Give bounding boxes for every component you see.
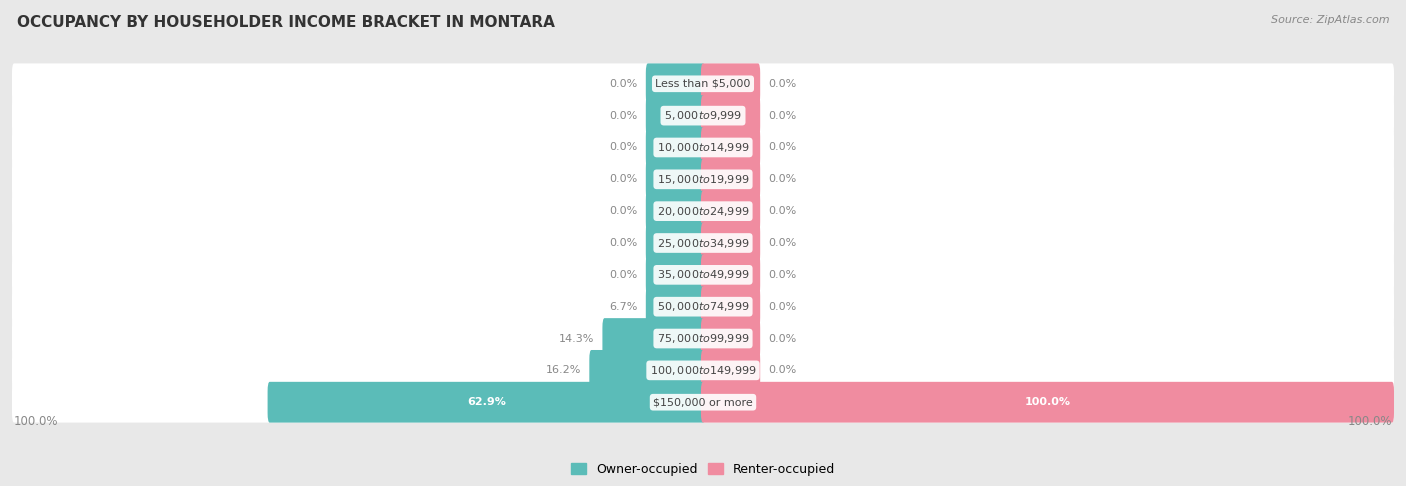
Text: $20,000 to $24,999: $20,000 to $24,999 (657, 205, 749, 218)
Text: 100.0%: 100.0% (1347, 416, 1392, 429)
FancyBboxPatch shape (13, 159, 1393, 200)
Text: 0.0%: 0.0% (769, 142, 797, 153)
Text: $5,000 to $9,999: $5,000 to $9,999 (664, 109, 742, 122)
FancyBboxPatch shape (702, 350, 761, 391)
FancyBboxPatch shape (645, 191, 704, 231)
FancyBboxPatch shape (267, 382, 704, 423)
Text: 0.0%: 0.0% (769, 111, 797, 121)
Text: 0.0%: 0.0% (769, 174, 797, 184)
FancyBboxPatch shape (645, 223, 704, 263)
Text: 100.0%: 100.0% (14, 416, 59, 429)
Text: $10,000 to $14,999: $10,000 to $14,999 (657, 141, 749, 154)
FancyBboxPatch shape (13, 255, 1393, 295)
Text: 14.3%: 14.3% (558, 333, 595, 344)
Text: 0.0%: 0.0% (609, 270, 637, 280)
FancyBboxPatch shape (702, 191, 761, 231)
Text: Source: ZipAtlas.com: Source: ZipAtlas.com (1271, 15, 1389, 25)
Text: 0.0%: 0.0% (609, 206, 637, 216)
FancyBboxPatch shape (645, 255, 704, 295)
Text: 0.0%: 0.0% (769, 333, 797, 344)
Text: $15,000 to $19,999: $15,000 to $19,999 (657, 173, 749, 186)
FancyBboxPatch shape (645, 63, 704, 104)
FancyBboxPatch shape (13, 191, 1393, 231)
FancyBboxPatch shape (13, 127, 1393, 168)
FancyBboxPatch shape (702, 318, 761, 359)
FancyBboxPatch shape (702, 63, 761, 104)
FancyBboxPatch shape (645, 127, 704, 168)
FancyBboxPatch shape (13, 95, 1393, 136)
FancyBboxPatch shape (13, 223, 1393, 263)
FancyBboxPatch shape (589, 350, 704, 391)
Text: 16.2%: 16.2% (546, 365, 581, 375)
FancyBboxPatch shape (702, 127, 761, 168)
Text: 0.0%: 0.0% (769, 79, 797, 89)
FancyBboxPatch shape (645, 286, 704, 327)
FancyBboxPatch shape (702, 286, 761, 327)
Text: 0.0%: 0.0% (609, 79, 637, 89)
Legend: Owner-occupied, Renter-occupied: Owner-occupied, Renter-occupied (567, 457, 839, 481)
FancyBboxPatch shape (13, 350, 1393, 391)
FancyBboxPatch shape (702, 223, 761, 263)
Text: 0.0%: 0.0% (609, 238, 637, 248)
Text: 100.0%: 100.0% (1025, 397, 1070, 407)
Text: 0.0%: 0.0% (609, 174, 637, 184)
Text: Less than $5,000: Less than $5,000 (655, 79, 751, 89)
FancyBboxPatch shape (645, 159, 704, 200)
Text: $75,000 to $99,999: $75,000 to $99,999 (657, 332, 749, 345)
Text: 0.0%: 0.0% (769, 270, 797, 280)
Text: $35,000 to $49,999: $35,000 to $49,999 (657, 268, 749, 281)
FancyBboxPatch shape (13, 318, 1393, 359)
FancyBboxPatch shape (13, 382, 1393, 423)
Text: $25,000 to $34,999: $25,000 to $34,999 (657, 237, 749, 249)
FancyBboxPatch shape (702, 382, 1393, 423)
FancyBboxPatch shape (702, 159, 761, 200)
Text: 0.0%: 0.0% (769, 206, 797, 216)
Text: 0.0%: 0.0% (609, 142, 637, 153)
Text: $100,000 to $149,999: $100,000 to $149,999 (650, 364, 756, 377)
Text: 0.0%: 0.0% (769, 238, 797, 248)
Text: OCCUPANCY BY HOUSEHOLDER INCOME BRACKET IN MONTARA: OCCUPANCY BY HOUSEHOLDER INCOME BRACKET … (17, 15, 555, 30)
Text: 6.7%: 6.7% (609, 302, 637, 312)
Text: $150,000 or more: $150,000 or more (654, 397, 752, 407)
FancyBboxPatch shape (602, 318, 704, 359)
FancyBboxPatch shape (13, 286, 1393, 327)
Text: $50,000 to $74,999: $50,000 to $74,999 (657, 300, 749, 313)
Text: 62.9%: 62.9% (467, 397, 506, 407)
Text: 0.0%: 0.0% (609, 111, 637, 121)
FancyBboxPatch shape (702, 95, 761, 136)
Text: 0.0%: 0.0% (769, 365, 797, 375)
Text: 0.0%: 0.0% (769, 302, 797, 312)
FancyBboxPatch shape (702, 255, 761, 295)
FancyBboxPatch shape (13, 63, 1393, 104)
FancyBboxPatch shape (645, 95, 704, 136)
